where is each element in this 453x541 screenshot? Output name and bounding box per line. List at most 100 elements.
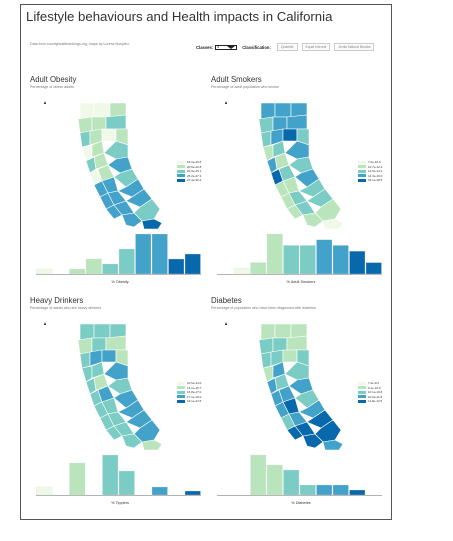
california-map[interactable]: [211, 316, 351, 451]
county-shape[interactable]: [260, 351, 272, 369]
quantile-button[interactable]: Quantile: [276, 43, 298, 51]
county-shape[interactable]: [294, 168, 320, 188]
county-shape[interactable]: [121, 433, 143, 449]
legend-swatch: [177, 174, 185, 178]
classes-dropdown[interactable]: 5: [215, 44, 238, 50]
county-shape[interactable]: [125, 409, 153, 429]
county-shape[interactable]: [125, 188, 153, 208]
histogram-bar: [102, 454, 119, 496]
county-shape[interactable]: [101, 128, 117, 142]
county-shape[interactable]: [79, 102, 95, 120]
legend-item: 20.6e-22.8: [177, 165, 201, 170]
county-shape[interactable]: [105, 114, 127, 130]
county-shape[interactable]: [107, 156, 133, 174]
legend-label: 10.7e-12.4: [368, 164, 383, 169]
county-shape[interactable]: [260, 323, 276, 341]
histogram-bar: [332, 484, 349, 496]
equal-interval-button[interactable]: Equal Interval: [301, 43, 331, 51]
county-shape[interactable]: [107, 377, 133, 395]
california-map[interactable]: [211, 95, 351, 230]
legend-item: 11.9e-13.5: [358, 399, 382, 404]
legend-swatch: [177, 381, 185, 385]
county-shape[interactable]: [117, 399, 145, 419]
map-legend: 10.5e-14.0 14.1e-15.7 15.8e-17.0 17.1e-19.0…: [177, 381, 201, 404]
county-shape[interactable]: [93, 323, 111, 339]
legend-label: 7.0e-10.6: [368, 160, 381, 165]
county-shape[interactable]: [258, 116, 274, 134]
county-shape[interactable]: [286, 335, 308, 351]
map-legend: 19.0e-20.5 20.6e-22.8 22.9e-25.1 25.2e-27.3…: [177, 160, 201, 183]
county-shape[interactable]: [105, 335, 127, 351]
county-shape[interactable]: [79, 323, 95, 341]
county-shape[interactable]: [290, 323, 308, 339]
histogram-bar: [365, 262, 382, 275]
county-shape[interactable]: [103, 140, 129, 160]
county-shape[interactable]: [113, 389, 139, 409]
county-shape[interactable]: [306, 188, 334, 208]
county-shape[interactable]: [77, 337, 93, 355]
legend-label: 25.2e-27.3: [187, 173, 202, 178]
legend-label: 10.5e-14.0: [187, 381, 202, 386]
county-shape[interactable]: [274, 323, 292, 339]
county-shape[interactable]: [302, 212, 324, 228]
county-shape[interactable]: [258, 337, 274, 355]
county-shape[interactable]: [290, 102, 308, 118]
legend-swatch: [177, 399, 185, 403]
histogram-bar: [69, 268, 86, 275]
panel-adult-obesity: Adult Obesity Percentage of obese adults…: [30, 75, 210, 295]
county-shape[interactable]: [260, 130, 272, 148]
county-shape[interactable]: [302, 433, 324, 449]
county-shape[interactable]: [93, 102, 111, 118]
legend-label: 10.9e-11.8: [368, 394, 383, 399]
county-shape[interactable]: [274, 102, 292, 118]
county-shape[interactable]: [77, 116, 93, 134]
county-shape[interactable]: [109, 102, 127, 118]
county-shape[interactable]: [284, 140, 310, 160]
jenks-button[interactable]: Jenks Natural Breaks: [334, 43, 375, 51]
classes-value: 5: [217, 45, 220, 49]
county-shape[interactable]: [117, 178, 145, 198]
county-shape[interactable]: [113, 168, 139, 188]
county-shape[interactable]: [294, 389, 320, 409]
county-shape[interactable]: [141, 218, 163, 230]
county-shape[interactable]: [322, 218, 344, 230]
chevron-down-icon: [227, 45, 236, 49]
app-frame: Lifestyle behaviours and Health impacts …: [20, 4, 392, 520]
county-shape[interactable]: [282, 349, 298, 363]
county-shape[interactable]: [79, 130, 91, 148]
county-shape[interactable]: [306, 409, 334, 429]
legend-item: 10.1e-10.8: [358, 390, 382, 395]
county-shape[interactable]: [284, 361, 310, 381]
county-shape[interactable]: [103, 361, 129, 381]
county-shape[interactable]: [288, 377, 314, 395]
california-map[interactable]: [30, 95, 170, 230]
county-shape[interactable]: [322, 439, 344, 451]
histogram-bar: [184, 490, 201, 496]
legend-item: 15.8e-17.0: [177, 390, 201, 395]
legend-item: 19.1e-24.5: [177, 399, 201, 404]
county-shape[interactable]: [109, 323, 127, 339]
legend-item: 9.1e-10.0: [358, 386, 382, 391]
county-shape[interactable]: [286, 114, 308, 130]
panel-heavy-drinkers: Heavy Drinkers Percentage of adults who …: [30, 296, 210, 516]
county-shape[interactable]: [260, 102, 276, 120]
legend-item: 16.1e-18.5: [358, 178, 382, 183]
histogram-bar: [283, 245, 300, 275]
california-map[interactable]: [30, 316, 170, 451]
histogram-bar: [283, 469, 300, 496]
legend-swatch: [358, 178, 366, 182]
county-shape[interactable]: [79, 351, 91, 369]
county-shape[interactable]: [282, 128, 298, 142]
county-shape[interactable]: [101, 349, 117, 363]
county-shape[interactable]: [298, 178, 326, 198]
county-shape[interactable]: [121, 212, 143, 228]
histogram-x-label: % Obesity: [111, 280, 129, 284]
panel-subtitle: Percentage of population who have been d…: [211, 306, 316, 310]
legend-label: 9.1e-10.0: [368, 385, 381, 390]
legend-item: 19.0e-20.5: [177, 160, 201, 165]
county-shape[interactable]: [298, 399, 326, 419]
legend-label: 7.0e-9.0: [368, 381, 380, 386]
county-shape[interactable]: [141, 439, 163, 451]
county-shape[interactable]: [288, 156, 314, 174]
north-arrow-icon: [44, 322, 46, 325]
